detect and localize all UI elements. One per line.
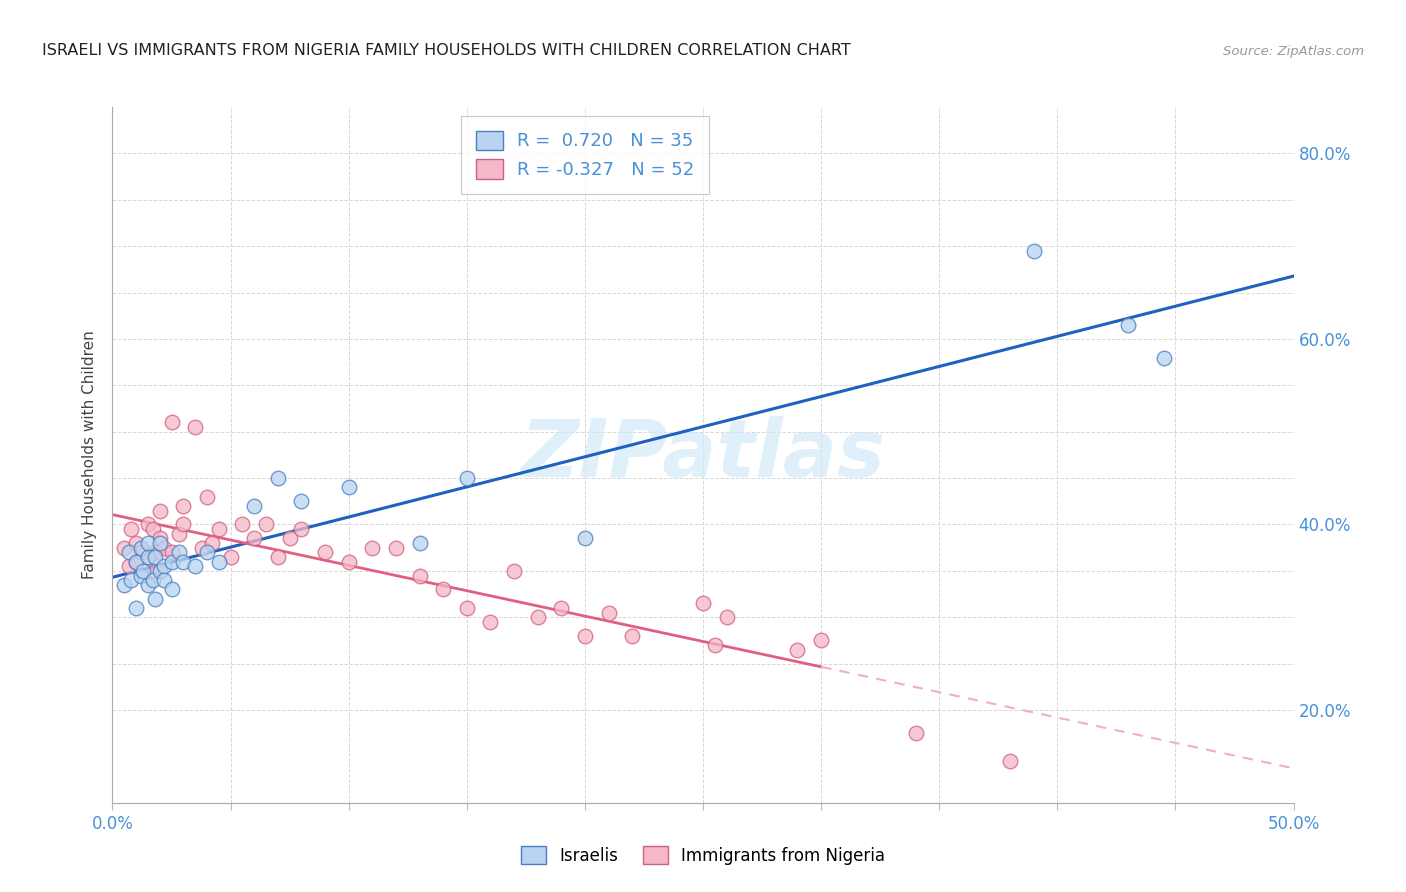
Point xyxy=(598,606,620,620)
Point xyxy=(267,471,290,485)
Legend: Israelis, Immigrants from Nigeria: Israelis, Immigrants from Nigeria xyxy=(512,838,894,873)
Point xyxy=(1022,244,1045,258)
Point xyxy=(290,522,312,536)
Point xyxy=(408,536,430,550)
Point xyxy=(1153,351,1175,365)
Point xyxy=(160,545,183,559)
Point xyxy=(479,615,502,629)
Point xyxy=(385,541,408,555)
Point xyxy=(149,564,172,578)
Text: ZIPatlas: ZIPatlas xyxy=(520,416,886,494)
Text: Source: ZipAtlas.com: Source: ZipAtlas.com xyxy=(1223,45,1364,58)
Point xyxy=(716,610,738,624)
Point xyxy=(129,568,152,582)
Point xyxy=(172,499,194,513)
Point xyxy=(337,555,360,569)
Point xyxy=(337,480,360,494)
Point xyxy=(136,536,159,550)
Point xyxy=(118,559,141,574)
Point xyxy=(692,596,714,610)
Point xyxy=(160,555,183,569)
Point xyxy=(703,638,725,652)
Point xyxy=(408,568,430,582)
Point xyxy=(621,629,644,643)
Point xyxy=(125,555,148,569)
Point xyxy=(231,517,253,532)
Point xyxy=(129,541,152,555)
Point xyxy=(143,591,166,606)
Y-axis label: Family Households with Children: Family Households with Children xyxy=(82,331,97,579)
Point xyxy=(172,517,194,532)
Point xyxy=(208,555,231,569)
Point xyxy=(153,573,176,587)
Point xyxy=(143,545,166,559)
Point xyxy=(120,573,142,587)
Point xyxy=(143,549,166,564)
Point xyxy=(550,601,572,615)
Point xyxy=(810,633,832,648)
Point xyxy=(314,545,336,559)
Point xyxy=(149,536,172,550)
Point xyxy=(290,494,312,508)
Legend: R =  0.720   N = 35, R = -0.327   N = 52: R = 0.720 N = 35, R = -0.327 N = 52 xyxy=(461,116,709,194)
Point xyxy=(201,536,224,550)
Point xyxy=(160,582,183,597)
Point xyxy=(278,532,301,546)
Text: ISRAELI VS IMMIGRANTS FROM NIGERIA FAMILY HOUSEHOLDS WITH CHILDREN CORRELATION C: ISRAELI VS IMMIGRANTS FROM NIGERIA FAMIL… xyxy=(42,43,851,58)
Point xyxy=(118,545,141,559)
Point xyxy=(125,536,148,550)
Point xyxy=(267,549,290,564)
Point xyxy=(243,532,266,546)
Point xyxy=(149,532,172,546)
Point xyxy=(125,555,148,569)
Point xyxy=(149,503,172,517)
Point xyxy=(125,601,148,615)
Point xyxy=(184,420,207,434)
Point xyxy=(112,541,135,555)
Point xyxy=(456,471,478,485)
Point xyxy=(1116,318,1139,332)
Point xyxy=(998,754,1021,768)
Point xyxy=(112,578,135,592)
Point xyxy=(254,517,277,532)
Point xyxy=(195,545,218,559)
Point xyxy=(132,564,155,578)
Point xyxy=(160,416,183,430)
Point xyxy=(153,541,176,555)
Point xyxy=(136,549,159,564)
Point xyxy=(503,564,526,578)
Point xyxy=(191,541,214,555)
Point xyxy=(904,726,927,740)
Point xyxy=(786,642,808,657)
Point xyxy=(129,545,152,559)
Point xyxy=(136,578,159,592)
Point xyxy=(136,549,159,564)
Point xyxy=(574,629,596,643)
Point xyxy=(167,526,190,541)
Point xyxy=(361,541,384,555)
Point xyxy=(208,522,231,536)
Point xyxy=(153,559,176,574)
Point xyxy=(219,549,242,564)
Point xyxy=(142,573,165,587)
Point xyxy=(432,582,454,597)
Point xyxy=(172,555,194,569)
Point xyxy=(120,522,142,536)
Point xyxy=(184,559,207,574)
Point xyxy=(456,601,478,615)
Point xyxy=(167,545,190,559)
Point xyxy=(526,610,548,624)
Point xyxy=(143,564,166,578)
Point xyxy=(195,490,218,504)
Point xyxy=(574,532,596,546)
Point xyxy=(142,522,165,536)
Point xyxy=(136,517,159,532)
Point xyxy=(243,499,266,513)
